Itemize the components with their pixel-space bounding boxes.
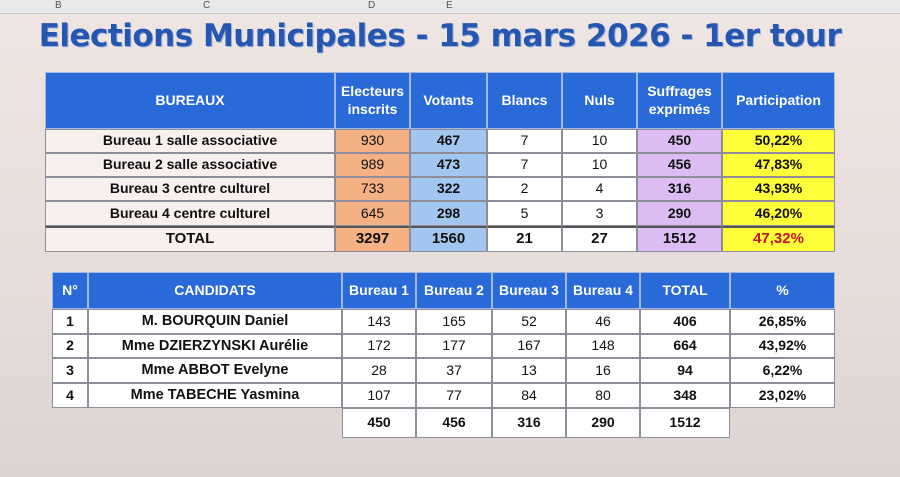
table1-value: 930 xyxy=(335,129,410,153)
table1-value: 473 xyxy=(410,153,487,177)
column-header-strip xyxy=(0,0,900,14)
candidate-number: 3 xyxy=(52,358,88,383)
table2-value: 6,22% xyxy=(730,358,835,383)
table2-value: 172 xyxy=(342,334,416,358)
table2-header: Bureau 4 xyxy=(566,272,640,309)
table1-header: Blancs xyxy=(487,72,562,129)
table1-value: 5 xyxy=(487,201,562,226)
table2-header: Bureau 3 xyxy=(492,272,566,309)
table1-value: 645 xyxy=(335,201,410,226)
table1-header: BUREAUX xyxy=(45,72,335,129)
table2-value: 77 xyxy=(416,383,492,408)
table2-value: 16 xyxy=(566,358,640,383)
table1-value: 989 xyxy=(335,153,410,177)
table1-value: 733 xyxy=(335,177,410,201)
column-letter: B xyxy=(55,0,62,11)
table1-value: 467 xyxy=(410,129,487,153)
title: Elections Municipales - 15 mars 2026 - 1… xyxy=(38,18,842,54)
table2-value: 143 xyxy=(342,309,416,334)
table2-value: 26,85% xyxy=(730,309,835,334)
table2-value: 43,92% xyxy=(730,334,835,358)
table2-value: 167 xyxy=(492,334,566,358)
table1-value: 2 xyxy=(487,177,562,201)
table1-value: 3 xyxy=(562,201,637,226)
table2-value: 13 xyxy=(492,358,566,383)
candidate-number: 2 xyxy=(52,334,88,358)
table2-value: 148 xyxy=(566,334,640,358)
table1-total-value: 1512 xyxy=(637,226,722,252)
table1-value: 46,20% xyxy=(722,201,835,226)
table2-header: % xyxy=(730,272,835,309)
table1-value: 47,83% xyxy=(722,153,835,177)
table1-total-value: 47,32% xyxy=(722,226,835,252)
table1-value: 4 xyxy=(562,177,637,201)
table2-total-value: 450 xyxy=(342,408,416,438)
table2-total-value: 316 xyxy=(492,408,566,438)
bureau-name: Bureau 1 salle associative xyxy=(45,129,335,153)
table1-value: 298 xyxy=(410,201,487,226)
table1-header: Votants xyxy=(410,72,487,129)
table1-value: 10 xyxy=(562,129,637,153)
table1-value: 322 xyxy=(410,177,487,201)
candidate-number: 1 xyxy=(52,309,88,334)
table2-value: 28 xyxy=(342,358,416,383)
table1-total-value: 27 xyxy=(562,226,637,252)
table1-total-value: 21 xyxy=(487,226,562,252)
table1-value: 7 xyxy=(487,129,562,153)
table1-header: Nuls xyxy=(562,72,637,129)
table2-header: N° xyxy=(52,272,88,309)
table2-total-value: 1512 xyxy=(640,408,730,438)
bureau-name: Bureau 3 centre culturel xyxy=(45,177,335,201)
table1-value: 43,93% xyxy=(722,177,835,201)
table2-value: 23,02% xyxy=(730,383,835,408)
table2-header: TOTAL xyxy=(640,272,730,309)
candidate-name: Mme TABECHE Yasmina xyxy=(88,383,342,408)
column-letter: E xyxy=(446,0,453,11)
table2-value: 664 xyxy=(640,334,730,358)
table2-value: 165 xyxy=(416,309,492,334)
table1-value: 50,22% xyxy=(722,129,835,153)
table2-value: 406 xyxy=(640,309,730,334)
table1-total-value: 3297 xyxy=(335,226,410,252)
table1-value: 456 xyxy=(637,153,722,177)
table2-header: Bureau 1 xyxy=(342,272,416,309)
table2-header: Bureau 2 xyxy=(416,272,492,309)
table2-value: 37 xyxy=(416,358,492,383)
table1-total-value: 1560 xyxy=(410,226,487,252)
candidate-name: Mme ABBOT Evelyne xyxy=(88,358,342,383)
column-letter: C xyxy=(203,0,211,11)
table1-value: 290 xyxy=(637,201,722,226)
total-label: TOTAL xyxy=(45,226,335,252)
column-letter: D xyxy=(368,0,376,11)
table1-value: 450 xyxy=(637,129,722,153)
candidate-number: 4 xyxy=(52,383,88,408)
table1-value: 7 xyxy=(487,153,562,177)
table1-value: 316 xyxy=(637,177,722,201)
table2-value: 46 xyxy=(566,309,640,334)
bureau-name: Bureau 4 centre culturel xyxy=(45,201,335,226)
table1-header: Suffrages exprimés xyxy=(637,72,722,129)
table2-value: 84 xyxy=(492,383,566,408)
candidate-name: Mme DZIERZYNSKI Aurélie xyxy=(88,334,342,358)
table1-value: 10 xyxy=(562,153,637,177)
table2-total-value: 290 xyxy=(566,408,640,438)
table2-value: 177 xyxy=(416,334,492,358)
table2-value: 107 xyxy=(342,383,416,408)
table2-value: 80 xyxy=(566,383,640,408)
table2-total-value: 456 xyxy=(416,408,492,438)
table2-header: CANDIDATS xyxy=(88,272,342,309)
table2-value: 52 xyxy=(492,309,566,334)
table1-header: Electeurs inscrits xyxy=(335,72,410,129)
table1-header: Participation xyxy=(722,72,835,129)
bureau-name: Bureau 2 salle associative xyxy=(45,153,335,177)
table2-value: 94 xyxy=(640,358,730,383)
candidate-name: M. BOURQUIN Daniel xyxy=(88,309,342,334)
table2-value: 348 xyxy=(640,383,730,408)
